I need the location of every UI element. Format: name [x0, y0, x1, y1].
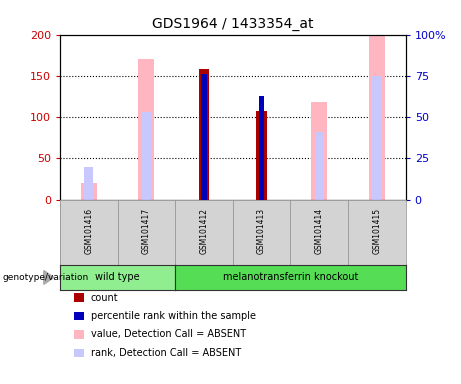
Bar — [199, 69, 209, 200]
Text: melanotransferrin knockout: melanotransferrin knockout — [223, 272, 358, 283]
Bar — [142, 112, 151, 200]
Bar — [84, 167, 93, 200]
Text: GSM101416: GSM101416 — [84, 208, 93, 254]
Bar — [372, 76, 382, 200]
Bar — [74, 312, 84, 320]
Bar — [81, 183, 97, 200]
Bar — [138, 60, 154, 200]
Text: GSM101412: GSM101412 — [200, 208, 208, 254]
Bar — [256, 111, 267, 200]
Text: GSM101413: GSM101413 — [257, 208, 266, 254]
Polygon shape — [44, 270, 54, 284]
Text: percentile rank within the sample: percentile rank within the sample — [91, 311, 256, 321]
Text: GSM101415: GSM101415 — [372, 208, 381, 254]
Bar — [259, 96, 265, 200]
Bar — [369, 0, 385, 200]
Text: wild type: wild type — [95, 272, 140, 283]
Bar — [314, 132, 324, 200]
Bar — [201, 74, 207, 200]
Text: GSM101414: GSM101414 — [315, 208, 324, 254]
Text: rank, Detection Call = ABSENT: rank, Detection Call = ABSENT — [91, 348, 241, 358]
Text: GSM101417: GSM101417 — [142, 208, 151, 254]
Text: genotype/variation: genotype/variation — [2, 273, 89, 282]
Bar — [74, 349, 84, 357]
Bar — [74, 293, 84, 302]
Bar — [74, 330, 84, 339]
Text: value, Detection Call = ABSENT: value, Detection Call = ABSENT — [91, 329, 246, 339]
Title: GDS1964 / 1433354_at: GDS1964 / 1433354_at — [152, 17, 313, 31]
Text: count: count — [91, 293, 118, 303]
Bar — [311, 102, 327, 200]
